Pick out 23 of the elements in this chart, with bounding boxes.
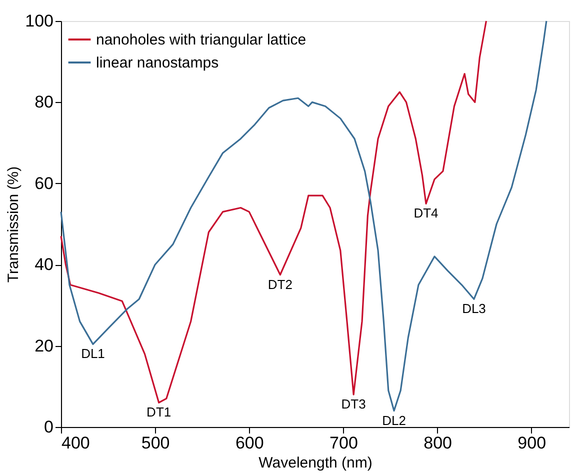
- legend-label: linear nanostamps: [96, 54, 219, 72]
- y-tick-label: 0: [44, 418, 54, 436]
- y-tick-label: 80: [34, 92, 54, 112]
- x-tick-label: 900: [518, 434, 546, 452]
- annotation: DL1: [81, 346, 105, 362]
- x-tick-label: 700: [330, 434, 358, 452]
- y-tick-label: 40: [34, 255, 54, 274]
- annotation: DL2: [382, 412, 406, 428]
- annotation: DT1: [146, 404, 172, 420]
- x-axis-title: Wavelength (nm): [258, 454, 372, 472]
- x-tick-label: 500: [141, 434, 170, 452]
- y-tick-label: 20: [34, 336, 54, 356]
- annotation: DT3: [341, 396, 366, 412]
- x-tick-label: 600: [235, 434, 264, 452]
- x-tick-label: 400: [62, 434, 90, 452]
- y-axis-title: Transmission (%): [5, 166, 22, 283]
- y-tick-label: 100: [25, 12, 54, 30]
- annotation: DT2: [268, 276, 292, 292]
- legend-label: nanoholes with triangular lattice: [96, 32, 306, 48]
- annotation: DT4: [414, 206, 438, 221]
- x-tick-label: 800: [424, 434, 452, 452]
- y-tick-label: 60: [34, 174, 54, 193]
- annotation: DL3: [462, 301, 486, 316]
